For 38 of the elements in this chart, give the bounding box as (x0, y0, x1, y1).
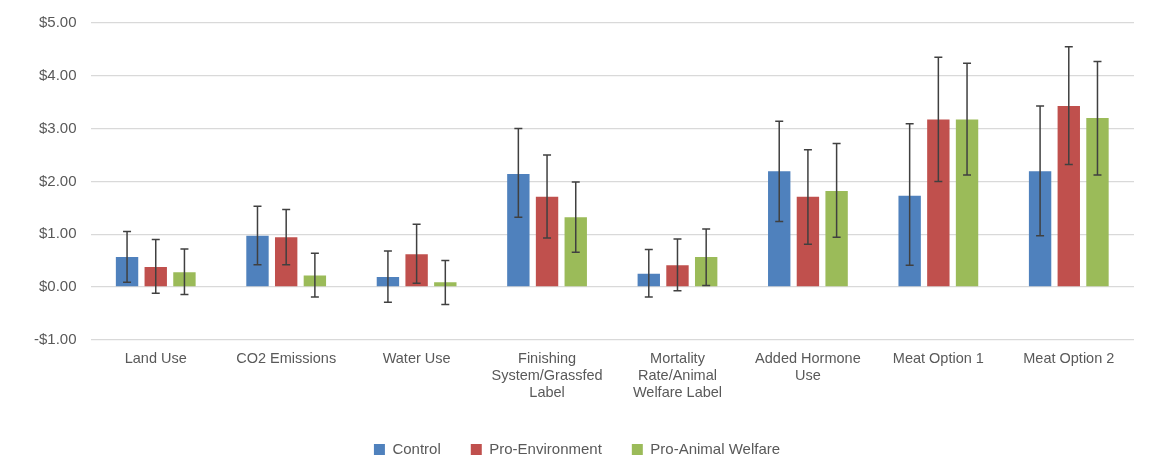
y-tick-label: -$1.00 (33, 329, 77, 347)
bar (144, 266, 167, 287)
x-tick-label: Water Use (382, 349, 451, 366)
bar (303, 275, 327, 287)
bar (1086, 118, 1109, 287)
x-tick-label: Added Hormone Use (755, 349, 861, 383)
bar (955, 119, 979, 287)
bar (535, 196, 559, 287)
legend-label: Pro-Environment (489, 439, 603, 457)
x-tick-label: CO2 Emissions (236, 349, 337, 366)
bar (405, 254, 428, 287)
y-tick-label: $3.00 (38, 118, 77, 136)
bar (796, 196, 820, 287)
y-tick-label: $2.00 (38, 171, 77, 189)
bar (1057, 105, 1080, 287)
bar (1028, 171, 1052, 287)
bar (666, 265, 689, 287)
y-tick-label: $4.00 (38, 65, 77, 83)
bar (434, 282, 457, 287)
x-tick-label: Mortality Rate/Animal Welfare Label (632, 349, 723, 401)
bar (927, 119, 950, 287)
x-tick-label: Finishing System/Grassfed Label (491, 349, 603, 401)
bar (825, 190, 848, 287)
x-tick-label: Meat Option 1 (892, 349, 984, 366)
bar (564, 217, 587, 287)
bar (507, 174, 530, 287)
bar (898, 195, 921, 287)
bar (173, 272, 196, 287)
x-tick-label: Land Use (124, 349, 187, 366)
bar (768, 171, 791, 287)
x-tick-label: Meat Option 2 (1023, 349, 1115, 366)
bar (246, 235, 269, 287)
legend-label: Pro-Animal Welfare (650, 439, 781, 457)
y-tick-label: $0.00 (38, 277, 77, 295)
bar (274, 237, 298, 287)
y-tick-label: $5.00 (38, 13, 77, 31)
y-tick-label: $1.00 (38, 224, 77, 242)
legend-label: Control (392, 439, 441, 457)
